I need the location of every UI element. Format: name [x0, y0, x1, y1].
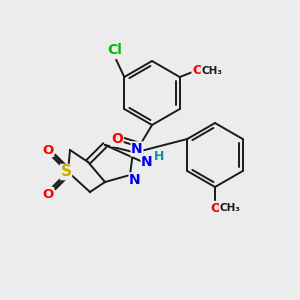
Text: Cl: Cl: [107, 43, 122, 57]
Text: S: S: [61, 164, 71, 179]
Text: N: N: [129, 173, 141, 187]
Text: CH₃: CH₃: [220, 203, 241, 213]
Text: CH₃: CH₃: [201, 66, 222, 76]
Text: O: O: [192, 64, 203, 77]
Text: O: O: [111, 132, 123, 146]
Text: O: O: [42, 143, 54, 157]
Text: N: N: [131, 142, 143, 156]
Text: O: O: [42, 188, 54, 200]
Text: N: N: [141, 155, 153, 169]
Text: H: H: [154, 151, 164, 164]
Text: O: O: [210, 202, 222, 214]
